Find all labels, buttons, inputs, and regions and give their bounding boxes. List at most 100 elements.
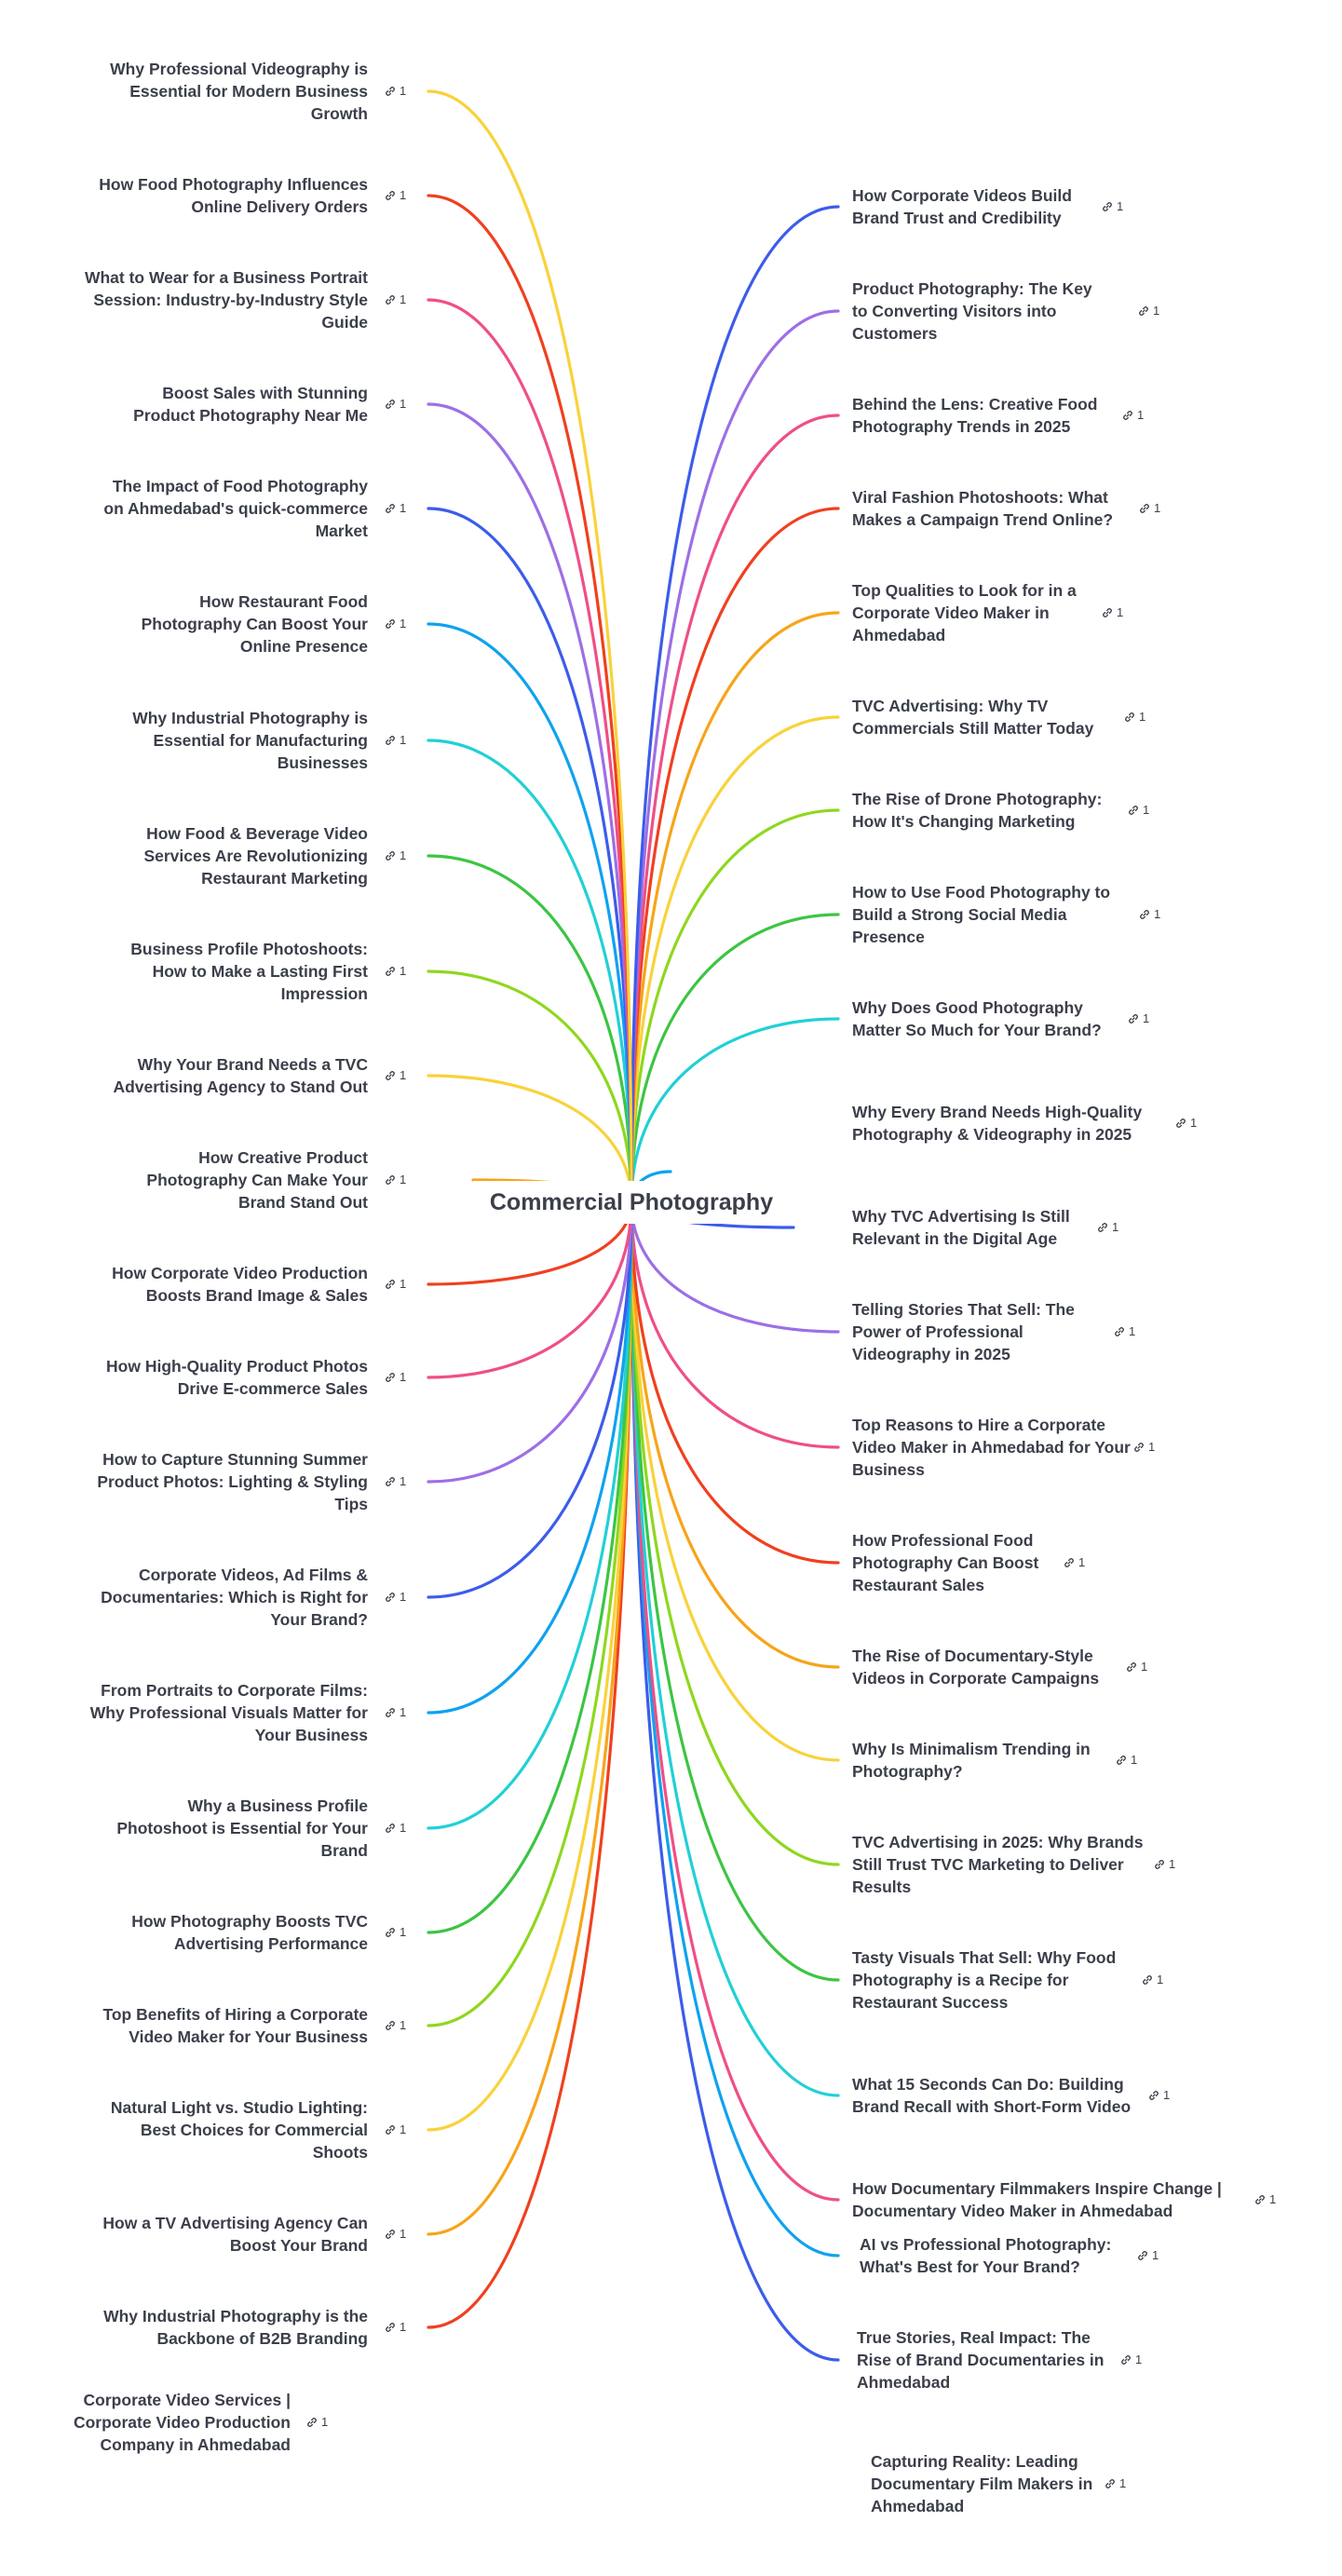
link-count-badge[interactable]: 1 bbox=[1115, 1749, 1137, 1771]
right-topic-node[interactable]: Telling Stories That Sell: The Power of … bbox=[852, 1298, 1135, 1365]
left-topic-node[interactable]: Why Industrial Photography is Essential … bbox=[122, 707, 406, 774]
link-count-badge[interactable]: 1 bbox=[384, 2223, 406, 2245]
link-count-badge[interactable]: 1 bbox=[384, 1586, 406, 1608]
right-topic-node[interactable]: Product Photography: The Key to Converti… bbox=[852, 278, 1159, 345]
right-topic-node[interactable]: Why TVC Advertising Is Still Relevant in… bbox=[852, 1205, 1118, 1250]
right-topic-node[interactable]: Tasty Visuals That Sell: Why Food Photog… bbox=[852, 1946, 1163, 2013]
right-topic-node[interactable]: Top Reasons to Hire a Corporate Video Ma… bbox=[852, 1414, 1155, 1481]
link-count-badge[interactable]: 1 bbox=[384, 497, 406, 520]
link-count-badge[interactable]: 1 bbox=[384, 1471, 406, 1493]
link-count-badge[interactable]: 1 bbox=[1137, 300, 1159, 322]
topic-label: Why a Business Profile Photoshoot is Ess… bbox=[116, 1796, 368, 1860]
link-count-badge[interactable]: 1 bbox=[1138, 903, 1160, 926]
link-count-badge[interactable]: 1 bbox=[1132, 1436, 1155, 1458]
right-topic-node[interactable]: What 15 Seconds Can Do: Building Brand R… bbox=[852, 2073, 1170, 2118]
link-count-badge[interactable]: 1 bbox=[1113, 1321, 1135, 1343]
link-count-badge[interactable]: 1 bbox=[1063, 1552, 1085, 1574]
connector-line bbox=[630, 1200, 840, 1565]
left-topic-node[interactable]: Natural Light vs. Studio Lighting: Best … bbox=[99, 2096, 406, 2163]
link-count-badge[interactable]: 1 bbox=[384, 80, 406, 102]
link-count-badge[interactable]: 1 bbox=[384, 729, 406, 752]
link-count: 1 bbox=[400, 84, 407, 98]
right-topic-node[interactable]: Top Qualities to Look for in a Corporate… bbox=[852, 579, 1123, 646]
link-count-badge[interactable]: 1 bbox=[1174, 1112, 1197, 1134]
left-topic-node[interactable]: Corporate Video Services | Corporate Vid… bbox=[61, 2389, 328, 2456]
right-topic-node[interactable]: AI vs Professional Photography: What's B… bbox=[860, 2233, 1159, 2278]
link-count-badge[interactable]: 1 bbox=[1123, 706, 1145, 728]
right-topic-node[interactable]: How Professional Food Photography Can Bo… bbox=[852, 1529, 1085, 1596]
link-count-badge[interactable]: 1 bbox=[305, 2411, 328, 2434]
link-count-badge[interactable]: 1 bbox=[1136, 2244, 1159, 2267]
left-topic-node[interactable]: How a TV Advertising Agency Can Boost Yo… bbox=[87, 2212, 406, 2257]
link-count-badge[interactable]: 1 bbox=[384, 289, 406, 311]
link-count-badge[interactable]: 1 bbox=[384, 1273, 406, 1295]
link-count-badge[interactable]: 1 bbox=[1254, 2189, 1276, 2211]
link-count-badge[interactable]: 1 bbox=[1121, 404, 1144, 427]
right-topic-node[interactable]: Behind the Lens: Creative Food Photograp… bbox=[852, 393, 1144, 438]
link-count-badge[interactable]: 1 bbox=[384, 2014, 406, 2037]
left-topic-node[interactable]: How to Capture Stunning Summer Product P… bbox=[87, 1448, 406, 1515]
left-topic-node[interactable]: Why Your Brand Needs a TVC Advertising A… bbox=[97, 1053, 406, 1098]
link-count-badge[interactable]: 1 bbox=[384, 2119, 406, 2141]
link-count-badge[interactable]: 1 bbox=[1101, 602, 1123, 624]
right-topic-node[interactable]: How to Use Food Photography to Build a S… bbox=[852, 881, 1160, 948]
left-topic-node[interactable]: How Creative Product Photography Can Mak… bbox=[136, 1146, 406, 1213]
right-topic-node[interactable]: How Corporate Videos Build Brand Trust a… bbox=[852, 184, 1123, 229]
root-node[interactable]: Commercial Photography bbox=[473, 1181, 790, 1224]
left-topic-node[interactable]: Why a Business Profile Photoshoot is Ess… bbox=[110, 1795, 406, 1862]
link-count-badge[interactable]: 1 bbox=[384, 1366, 406, 1389]
right-topic-node[interactable]: How Documentary Filmmakers Inspire Chang… bbox=[852, 2177, 1276, 2222]
link-count-badge[interactable]: 1 bbox=[384, 1169, 406, 1191]
right-topic-node[interactable]: Capturing Reality: Leading Documentary F… bbox=[871, 2450, 1126, 2517]
right-topic-node[interactable]: Why Does Good Photography Matter So Much… bbox=[852, 997, 1149, 1041]
link-count-badge[interactable]: 1 bbox=[1104, 2473, 1126, 2495]
left-topic-node[interactable]: What to Wear for a Business Portrait Ses… bbox=[58, 266, 406, 333]
left-topic-node[interactable]: How High-Quality Product Photos Drive E-… bbox=[88, 1355, 406, 1400]
link-count-badge[interactable]: 1 bbox=[384, 613, 406, 635]
left-topic-node[interactable]: How Food Photography Influences Online D… bbox=[94, 173, 406, 218]
link-count-badge[interactable]: 1 bbox=[1119, 2349, 1142, 2371]
link-count-badge[interactable]: 1 bbox=[384, 184, 406, 207]
right-topic-node[interactable]: Why Every Brand Needs High-Quality Photo… bbox=[852, 1101, 1197, 1146]
left-topic-node[interactable]: Boost Sales with Stunning Product Photog… bbox=[118, 382, 406, 427]
connector-line bbox=[427, 1200, 633, 2329]
right-topic-node[interactable]: True Stories, Real Impact: The Rise of B… bbox=[857, 2326, 1142, 2393]
link-count-badge[interactable]: 1 bbox=[1127, 1008, 1149, 1030]
link-count-badge[interactable]: 1 bbox=[1096, 1216, 1118, 1239]
left-topic-node[interactable]: How Corporate Video Production Boosts Br… bbox=[94, 1262, 406, 1307]
link-count-badge[interactable]: 1 bbox=[384, 1921, 406, 1944]
left-topic-node[interactable]: How Restaurant Food Photography Can Boos… bbox=[132, 590, 407, 658]
link-count-badge[interactable]: 1 bbox=[384, 845, 406, 867]
left-topic-node[interactable]: How Photography Boosts TVC Advertising P… bbox=[119, 1910, 406, 1955]
link-icon bbox=[1064, 1558, 1074, 1567]
link-count-badge[interactable]: 1 bbox=[384, 393, 406, 415]
link-count-badge[interactable]: 1 bbox=[1147, 2084, 1170, 2107]
link-count-badge[interactable]: 1 bbox=[1153, 1853, 1175, 1876]
link-count-badge[interactable]: 1 bbox=[384, 960, 406, 983]
link-count-badge[interactable]: 1 bbox=[1141, 1969, 1163, 1991]
link-count-badge[interactable]: 1 bbox=[1127, 799, 1149, 821]
connector-line bbox=[630, 1017, 840, 1204]
right-topic-node[interactable]: TVC Advertising in 2025: Why Brands Stil… bbox=[852, 1831, 1175, 1898]
left-topic-node[interactable]: Why Professional Videography is Essentia… bbox=[99, 58, 406, 125]
right-topic-node[interactable]: TVC Advertising: Why TV Commercials Stil… bbox=[852, 695, 1145, 739]
link-count-badge[interactable]: 1 bbox=[384, 1702, 406, 1724]
left-topic-node[interactable]: How Food & Beverage Video Services Are R… bbox=[135, 822, 406, 889]
left-topic-node[interactable]: From Portraits to Corporate Films: Why P… bbox=[89, 1679, 406, 1746]
right-topic-node[interactable]: Why Is Minimalism Trending in Photograph… bbox=[852, 1738, 1137, 1783]
right-topic-node[interactable]: Viral Fashion Photoshoots: What Makes a … bbox=[852, 486, 1160, 531]
link-count-badge[interactable]: 1 bbox=[384, 1817, 406, 1839]
link-count-badge[interactable]: 1 bbox=[1138, 497, 1160, 520]
link-count-badge[interactable]: 1 bbox=[1125, 1656, 1147, 1678]
left-topic-node[interactable]: Why Industrial Photography is the Backbo… bbox=[91, 2305, 406, 2350]
left-topic-node[interactable]: Top Benefits of Hiring a Corporate Video… bbox=[88, 2003, 406, 2048]
left-topic-node[interactable]: Corporate Videos, Ad Films & Documentari… bbox=[88, 1564, 406, 1631]
left-topic-node[interactable]: Business Profile Photoshoots: How to Mak… bbox=[127, 938, 406, 1005]
link-count: 1 bbox=[400, 1705, 407, 1719]
left-topic-node[interactable]: The Impact of Food Photography on Ahmeda… bbox=[90, 475, 406, 542]
link-count-badge[interactable]: 1 bbox=[1101, 196, 1123, 218]
right-topic-node[interactable]: The Rise of Documentary-Style Videos in … bbox=[852, 1645, 1147, 1689]
link-count-badge[interactable]: 1 bbox=[384, 2316, 406, 2339]
link-count-badge[interactable]: 1 bbox=[384, 1064, 406, 1087]
right-topic-node[interactable]: The Rise of Drone Photography: How It's … bbox=[852, 788, 1149, 833]
